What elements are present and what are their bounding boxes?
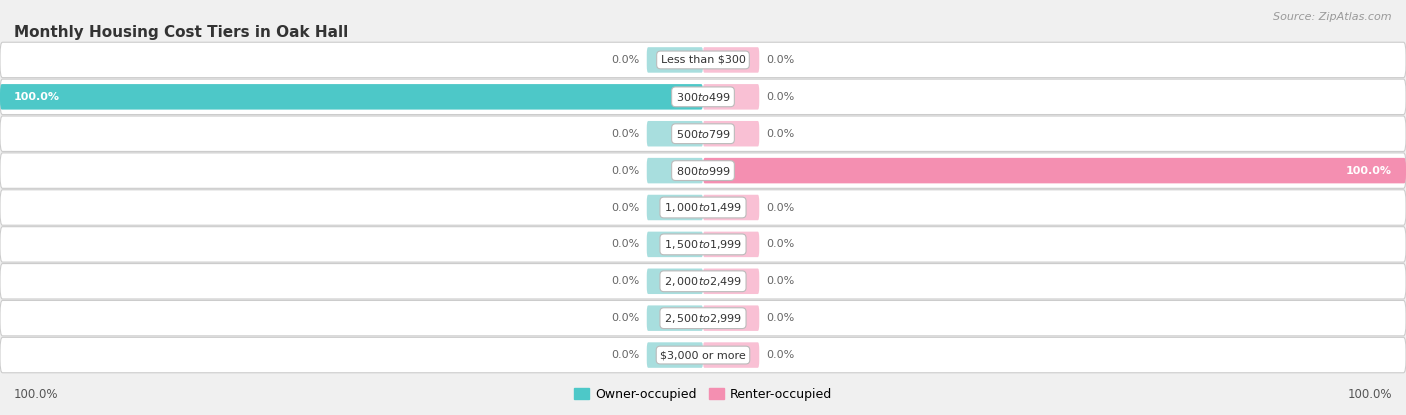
FancyBboxPatch shape — [0, 116, 1406, 151]
FancyBboxPatch shape — [0, 42, 1406, 78]
FancyBboxPatch shape — [647, 47, 703, 73]
Text: 0.0%: 0.0% — [766, 276, 794, 286]
Text: 0.0%: 0.0% — [766, 313, 794, 323]
FancyBboxPatch shape — [0, 79, 1406, 115]
FancyBboxPatch shape — [703, 342, 759, 368]
FancyBboxPatch shape — [0, 264, 1406, 299]
FancyBboxPatch shape — [703, 84, 759, 110]
Text: 0.0%: 0.0% — [766, 350, 794, 360]
Text: $2,500 to $2,999: $2,500 to $2,999 — [664, 312, 742, 325]
FancyBboxPatch shape — [703, 121, 759, 146]
Text: 0.0%: 0.0% — [612, 55, 640, 65]
FancyBboxPatch shape — [703, 158, 1406, 183]
Text: 0.0%: 0.0% — [766, 239, 794, 249]
Text: 0.0%: 0.0% — [766, 129, 794, 139]
Text: 100.0%: 100.0% — [1346, 166, 1392, 176]
FancyBboxPatch shape — [0, 153, 1406, 188]
FancyBboxPatch shape — [647, 195, 703, 220]
Text: 0.0%: 0.0% — [612, 313, 640, 323]
Text: $500 to $799: $500 to $799 — [675, 128, 731, 140]
Text: 0.0%: 0.0% — [612, 129, 640, 139]
Text: 0.0%: 0.0% — [612, 203, 640, 212]
FancyBboxPatch shape — [647, 158, 703, 183]
FancyBboxPatch shape — [703, 305, 759, 331]
FancyBboxPatch shape — [703, 269, 759, 294]
FancyBboxPatch shape — [0, 84, 703, 110]
Text: 100.0%: 100.0% — [14, 92, 60, 102]
Text: 100.0%: 100.0% — [14, 388, 59, 401]
Text: 0.0%: 0.0% — [766, 55, 794, 65]
FancyBboxPatch shape — [647, 269, 703, 294]
Text: 0.0%: 0.0% — [766, 203, 794, 212]
Text: $800 to $999: $800 to $999 — [675, 165, 731, 177]
FancyBboxPatch shape — [703, 47, 759, 73]
FancyBboxPatch shape — [0, 337, 1406, 373]
Text: Less than $300: Less than $300 — [661, 55, 745, 65]
Text: 0.0%: 0.0% — [612, 239, 640, 249]
FancyBboxPatch shape — [0, 190, 1406, 225]
FancyBboxPatch shape — [647, 232, 703, 257]
FancyBboxPatch shape — [703, 195, 759, 220]
Text: $2,000 to $2,499: $2,000 to $2,499 — [664, 275, 742, 288]
FancyBboxPatch shape — [647, 305, 703, 331]
Text: Source: ZipAtlas.com: Source: ZipAtlas.com — [1274, 12, 1392, 22]
Text: 0.0%: 0.0% — [612, 166, 640, 176]
Text: $1,500 to $1,999: $1,500 to $1,999 — [664, 238, 742, 251]
Text: 0.0%: 0.0% — [766, 92, 794, 102]
Text: Monthly Housing Cost Tiers in Oak Hall: Monthly Housing Cost Tiers in Oak Hall — [14, 25, 349, 40]
Legend: Owner-occupied, Renter-occupied: Owner-occupied, Renter-occupied — [568, 383, 838, 406]
Text: $300 to $499: $300 to $499 — [675, 91, 731, 103]
FancyBboxPatch shape — [0, 300, 1406, 336]
FancyBboxPatch shape — [0, 227, 1406, 262]
FancyBboxPatch shape — [647, 121, 703, 146]
Text: 0.0%: 0.0% — [612, 276, 640, 286]
Text: $1,000 to $1,499: $1,000 to $1,499 — [664, 201, 742, 214]
Text: 0.0%: 0.0% — [612, 350, 640, 360]
Text: 100.0%: 100.0% — [1347, 388, 1392, 401]
Text: $3,000 or more: $3,000 or more — [661, 350, 745, 360]
FancyBboxPatch shape — [647, 342, 703, 368]
FancyBboxPatch shape — [703, 232, 759, 257]
